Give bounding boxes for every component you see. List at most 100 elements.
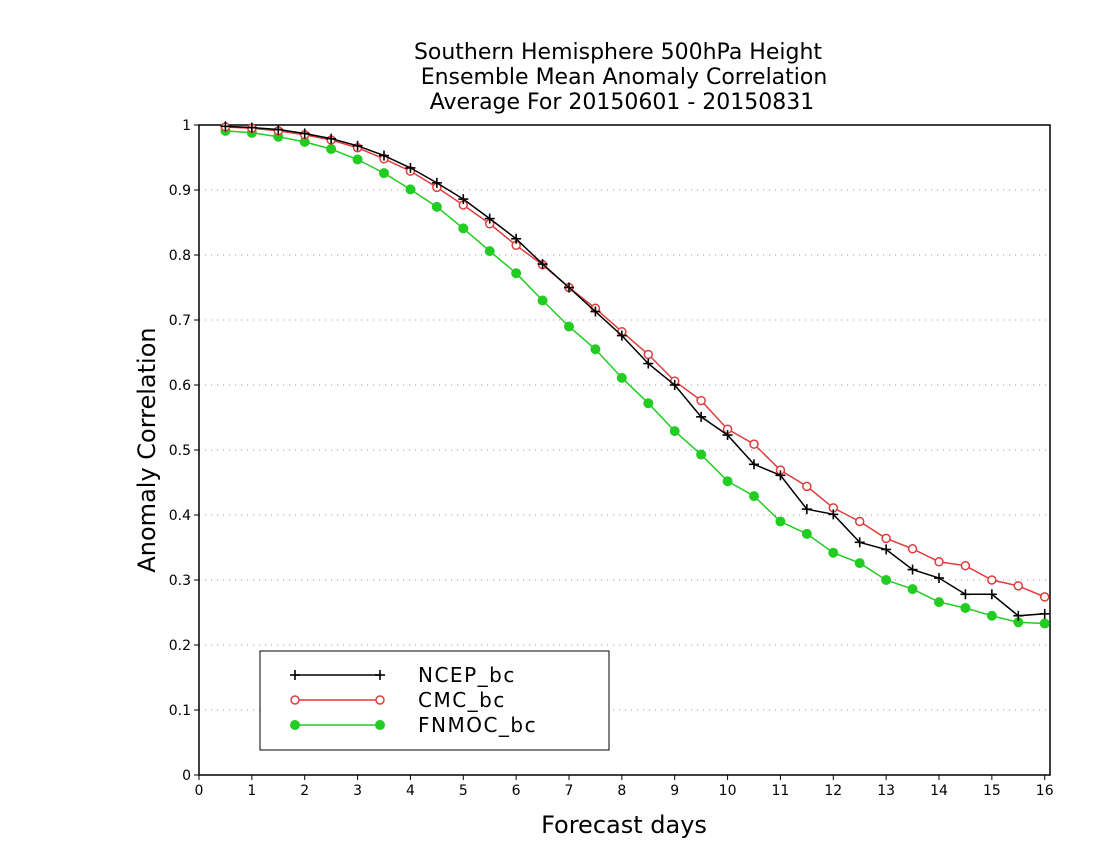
data-point-cmc-bc [881,533,891,544]
data-point-cmc-bc [749,439,759,449]
y-tick-label: 0.6 [169,378,191,394]
data-point-cmc-bc [960,560,971,571]
data-point-cmc-bc [1013,581,1024,591]
data-point-ncep-bc [854,537,865,548]
legend-marker-fnmoc-bc [375,720,385,730]
data-point-fnmoc-bc [616,372,627,383]
x-tick-label: 7 [565,783,574,799]
y-tick-label: 0.7 [169,313,191,329]
x-axis-label: Forecast days [541,811,707,839]
series-line-fnmoc-bc [225,130,1045,625]
data-point-ncep-bc [405,162,416,173]
data-point-ncep-bc [537,259,548,270]
data-point-fnmoc-bc [431,201,442,212]
data-point-ncep-bc [1013,610,1024,621]
data-point-ncep-bc [801,504,812,515]
data-point-fnmoc-bc [643,398,654,409]
data-point-fnmoc-bc [511,268,522,279]
data-point-fnmoc-bc [775,516,786,527]
series-line-cmc-bc [225,126,1045,598]
data-point-fnmoc-bc [590,344,601,355]
data-point-fnmoc-bc [537,295,548,306]
x-tick-label: 4 [406,783,415,799]
chart-title: Southern Hemisphere 500hPa Height Ensemb… [414,40,827,115]
data-point-cmc-bc [696,395,706,406]
axis-ticks: 00.10.20.30.40.50.60.70.80.910 1 2 3 4 5 6 7 8 9 1… [169,118,1054,799]
data-point-cmc-bc [934,557,944,567]
data-point-cmc-bc [802,481,812,492]
data-point-fnmoc-bc [828,547,839,558]
x-tick-label: 2 [300,783,309,799]
data-point-ncep-bc [696,411,707,422]
data-point-ncep-bc [986,589,997,600]
y-tick-label: 0.3 [169,573,191,589]
data-point-fnmoc-bc [405,184,416,195]
data-point-fnmoc-bc [669,426,680,437]
data-point-ncep-bc [775,470,786,481]
legend-marker-cmc-bc [375,695,385,705]
legend-item-cmc-bc: CMC_bc [290,688,504,712]
data-point-fnmoc-bc [801,528,812,539]
data-point-cmc-bc [907,544,918,554]
data-point-fnmoc-bc [986,610,997,621]
x-tick-label: 15 [983,783,1001,799]
data-point-ncep-bc [299,128,310,139]
title-line-2: Ensemble Mean Anomaly Correlation [421,65,828,90]
data-point-cmc-bc [987,575,997,585]
x-tick-label: 6 [512,783,521,799]
data-point-fnmoc-bc [907,584,918,595]
x-tick-label: 5 [459,783,468,799]
data-point-fnmoc-bc [749,491,759,502]
data-point-fnmoc-bc [934,597,944,608]
x-tick-label: 9 [670,783,679,799]
data-point-fnmoc-bc [696,449,707,460]
data-point-ncep-bc [326,133,337,144]
series-ncep-bc [220,121,1050,621]
data-point-fnmoc-bc [881,575,892,585]
data-point-ncep-bc [643,358,654,369]
y-tick-label: 0.8 [169,248,191,264]
grid-lines [199,189,1050,711]
data-point-fnmoc-bc [352,154,363,165]
y-tick-label: 0.4 [169,508,191,524]
data-point-fnmoc-bc [484,246,495,257]
legend-item-fnmoc-bc: FNMOC_bc [290,713,537,737]
legend-label-fnmoc-bc: FNMOC_bc [418,713,537,737]
y-tick-label: 0.9 [169,183,191,199]
data-point-ncep-bc [881,544,892,555]
data-point-fnmoc-bc [722,476,733,487]
y-tick-label: 0 [182,768,191,784]
data-point-fnmoc-bc [458,223,469,234]
x-tick-label: 12 [824,783,842,799]
legend-item-ncep-bc: NCEP_bc [290,663,516,687]
data-point-ncep-bc [458,194,469,205]
series-cmc-bc [220,122,1050,602]
x-tick-label: 16 [1036,783,1054,799]
y-tick-label: 0.5 [169,443,191,459]
data-point-fnmoc-bc [854,558,865,569]
data-point-fnmoc-bc [960,602,971,613]
data-point-ncep-bc [907,564,918,575]
x-tick-label: 0 [195,783,204,799]
data-point-ncep-bc [669,380,680,390]
title-line-3: Average For 20150601 - 20150831 [430,90,815,115]
data-point-cmc-bc [643,349,654,360]
legend-marker-fnmoc-bc [290,720,300,730]
title-line-1: Southern Hemisphere 500hPa Height [414,40,822,65]
legend-label-ncep-bc: NCEP_bc [418,663,516,687]
data-point-ncep-bc [564,282,574,293]
x-tick-label: 8 [617,783,626,799]
data-point-cmc-bc [854,516,865,527]
data-point-ncep-bc [484,213,495,224]
data-point-ncep-bc [828,509,839,520]
data-point-ncep-bc [1039,608,1050,619]
data-point-ncep-bc [934,573,944,584]
x-tick-label: 11 [772,783,790,799]
data-point-ncep-bc [749,459,759,470]
data-point-ncep-bc [722,430,733,441]
data-point-ncep-bc [616,330,627,341]
data-point-fnmoc-bc [379,168,389,179]
